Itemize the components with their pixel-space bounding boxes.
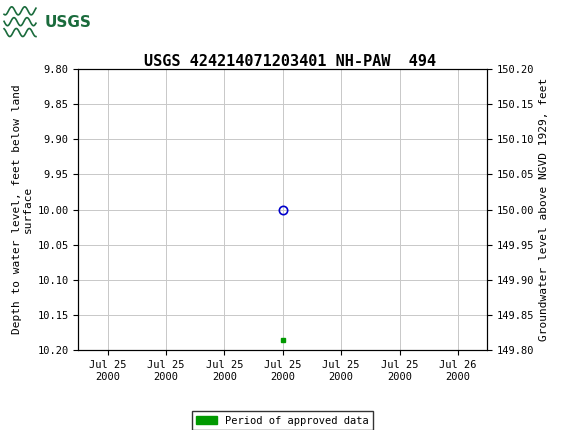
Legend: Period of approved data: Period of approved data — [192, 412, 374, 430]
Text: USGS: USGS — [45, 15, 91, 30]
Text: USGS 424214071203401 NH-PAW  494: USGS 424214071203401 NH-PAW 494 — [144, 54, 436, 69]
FancyBboxPatch shape — [3, 3, 104, 43]
Y-axis label: Groundwater level above NGVD 1929, feet: Groundwater level above NGVD 1929, feet — [539, 78, 549, 341]
Y-axis label: Depth to water level, feet below land
surface: Depth to water level, feet below land su… — [12, 85, 33, 335]
